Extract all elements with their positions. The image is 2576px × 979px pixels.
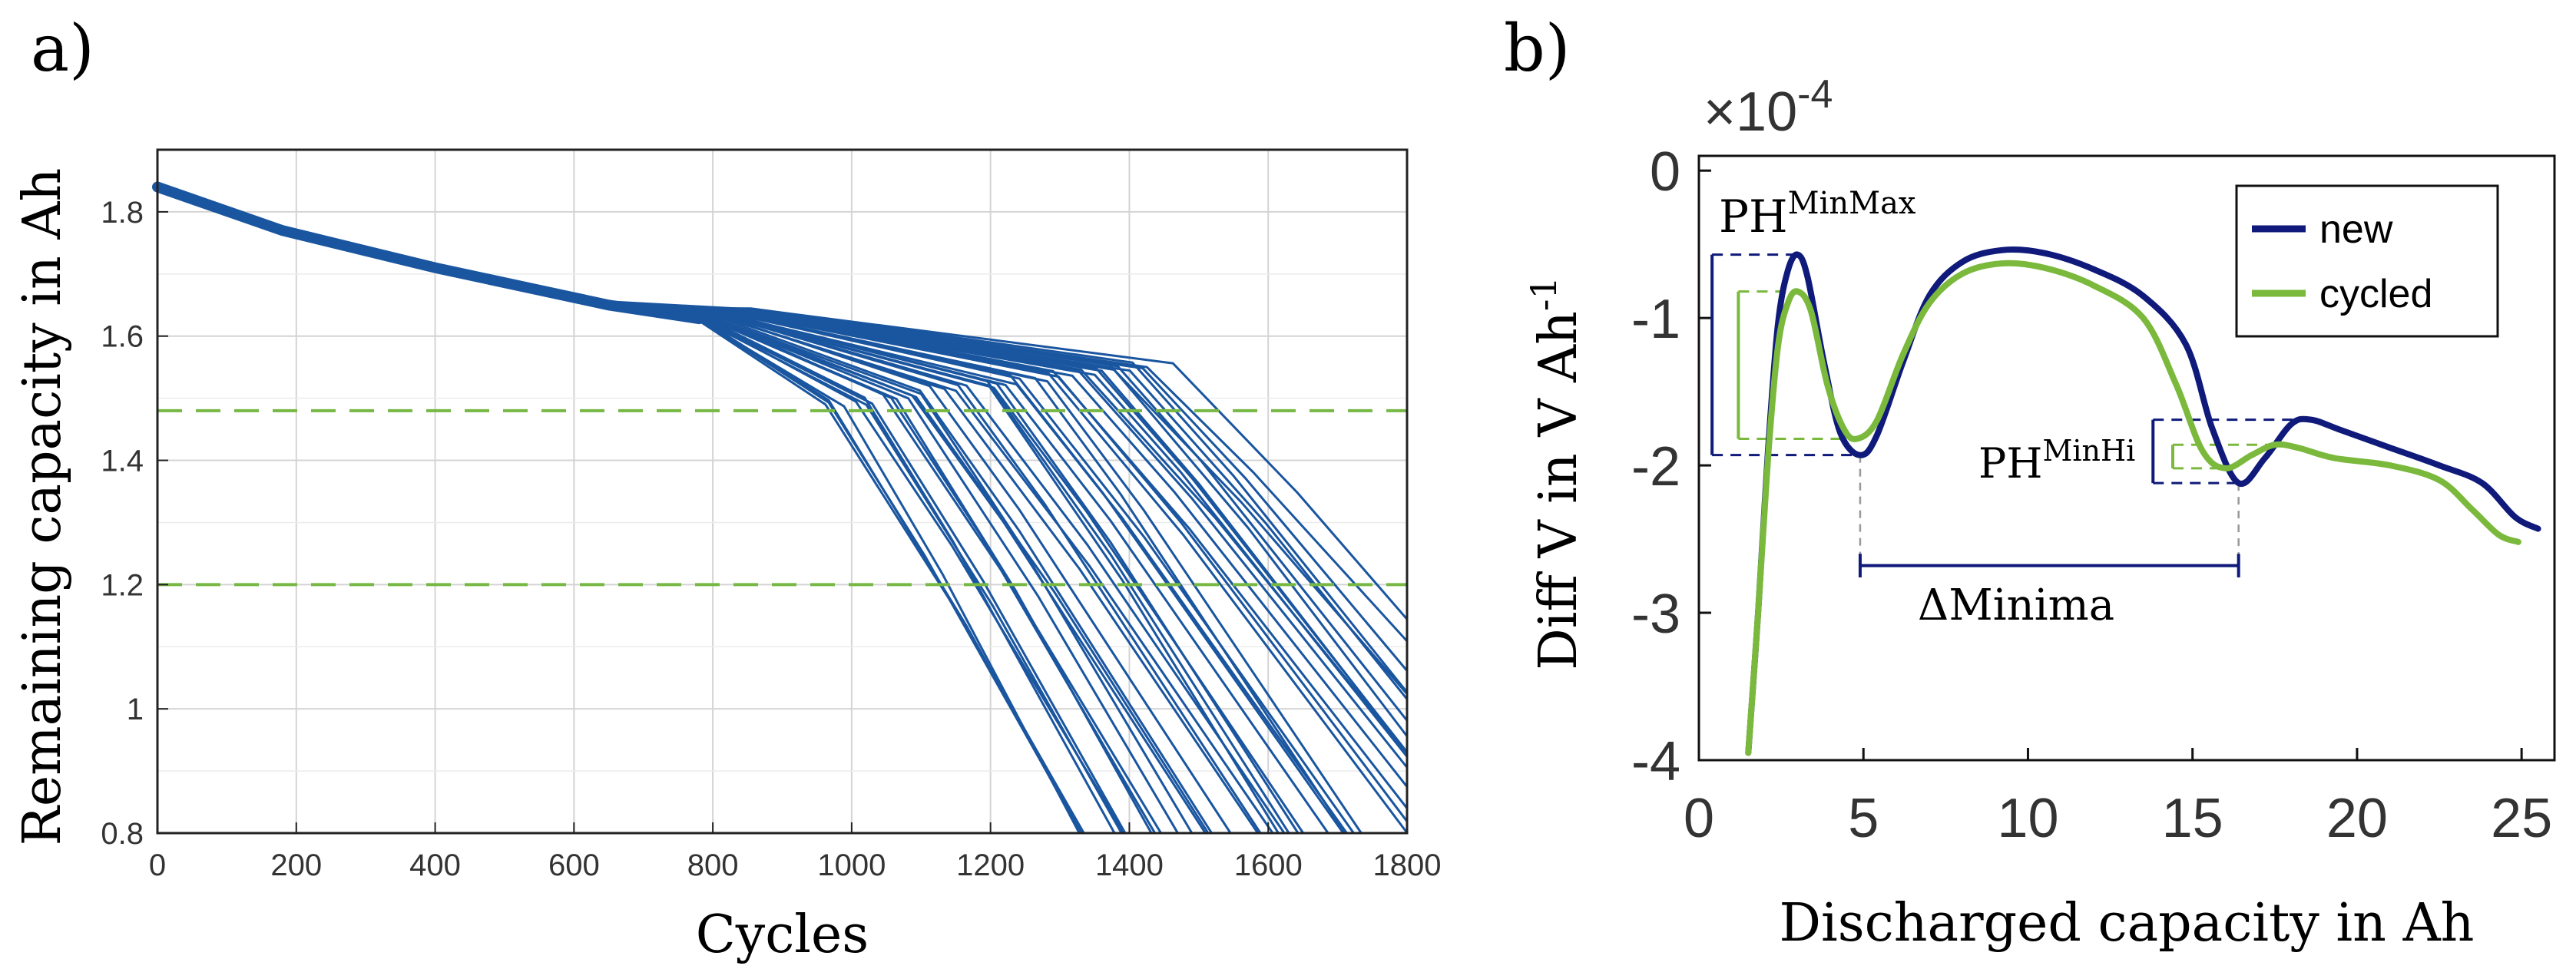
panel-a-x-tick-label: 1000 — [817, 848, 886, 882]
panel-b-x-tick-label: 15 — [2162, 788, 2223, 849]
panel-a-series-common-band — [152, 181, 704, 325]
panel-label-b: b) — [1504, 11, 1571, 86]
panel-label-a: a) — [31, 11, 94, 86]
panel-b-series-cycled — [1745, 260, 2521, 756]
panel-b-plot-frame — [1697, 154, 2556, 762]
panel-a-grid — [157, 150, 1408, 834]
panel-a-y-axis-label: Remaining capacity in Ah — [12, 168, 73, 846]
legend-label-cycled: cycled — [2319, 272, 2432, 316]
panel-a-series-group — [152, 181, 1409, 835]
panel-a-series-line — [157, 185, 1409, 620]
panel-a-series-line — [157, 187, 1409, 695]
panel-a-x-tick-label: 400 — [409, 848, 461, 882]
panel-b-x-tick-label: 20 — [2326, 788, 2388, 849]
panel-a-x-tick-label: 1400 — [1095, 848, 1164, 882]
panel-a-series-line — [157, 187, 1409, 809]
panel-b: b) 0 5 10 15 20 25 0 -1 -2 -3 -4 ×10-4 Diff V in V… — [1504, 11, 2556, 954]
panel-a-x-tick-label: 800 — [687, 848, 739, 882]
annotation-ph-minmax: PHMinMax — [1719, 186, 1916, 243]
panel-a: a) 0 200 400 600 800 1000 1200 1400 1600 1800 0.8 1… — [12, 11, 1441, 965]
panel-b-series-new — [1745, 246, 2541, 756]
annotation-delta-minima: ΔMinima — [1918, 580, 2114, 630]
panel-b-x-tick-label: 5 — [1848, 788, 1879, 849]
annotation-ph-minhi: PHMinHi — [1978, 434, 2135, 488]
panel-b-x-axis-label: Discharged capacity in Ah — [1780, 893, 2475, 954]
panel-a-x-axis-label: Cycles — [696, 905, 869, 965]
panel-b-y-exponent: ×10-4 — [1704, 72, 1833, 143]
panel-a-x-tick-label: 1200 — [956, 848, 1025, 882]
panel-b-y-tick-label: -3 — [1631, 584, 1680, 645]
panel-a-x-tick-label: 200 — [270, 848, 322, 882]
panel-a-x-tick-label: 600 — [548, 848, 600, 882]
legend-label-new: new — [2319, 207, 2393, 252]
panel-a-y-tick-label: 1 — [127, 693, 144, 726]
panel-b-x-tick-label: 10 — [1997, 788, 2058, 849]
panel-b-y-axis-label: Diff V in V Ah-1 — [1523, 276, 1589, 670]
panel-a-y-tick-label: 1.2 — [101, 568, 144, 602]
legend-box — [2235, 184, 2499, 338]
panel-b-y-tick-label: -2 — [1631, 436, 1680, 498]
panel-b-series-group — [1745, 246, 2541, 756]
panel-a-thresholds — [157, 408, 1407, 587]
panel-b-x-tick-label: 0 — [1684, 788, 1714, 849]
panel-a-series-line — [157, 189, 1409, 722]
panel-a-series-line — [157, 184, 1409, 788]
panel-a-y-tick-label: 1.6 — [101, 320, 144, 354]
panel-b-x-tick-label: 25 — [2491, 788, 2552, 849]
panel-b-legend: new cycled — [2235, 184, 2499, 338]
panel-a-series-line — [157, 185, 1409, 672]
panel-a-y-tick-label: 1.4 — [101, 445, 144, 478]
panel-a-x-tick-label: 0 — [149, 848, 166, 882]
panel-a-series-line — [157, 187, 1409, 769]
panel-a-ticks: 0 200 400 600 800 1000 1200 1400 1600 1800 0.8 1 1.2… — [101, 196, 1441, 882]
panel-b-y-tick-label: -4 — [1631, 731, 1680, 792]
panel-a-y-tick-label: 0.8 — [101, 817, 144, 851]
panel-a-plot-frame — [156, 148, 1409, 835]
panel-a-y-tick-label: 1.8 — [101, 196, 144, 230]
panel-a-x-tick-label: 1600 — [1234, 848, 1303, 882]
panel-b-y-tick-label: 0 — [1650, 141, 1680, 203]
panel-b-ticks: 0 5 10 15 20 25 0 -1 -2 -3 -4 — [1631, 141, 2552, 849]
panel-b-y-tick-label: -1 — [1631, 289, 1680, 350]
panel-a-x-tick-label: 1800 — [1373, 848, 1442, 882]
panel-b-annotation-lines — [1710, 253, 2311, 577]
